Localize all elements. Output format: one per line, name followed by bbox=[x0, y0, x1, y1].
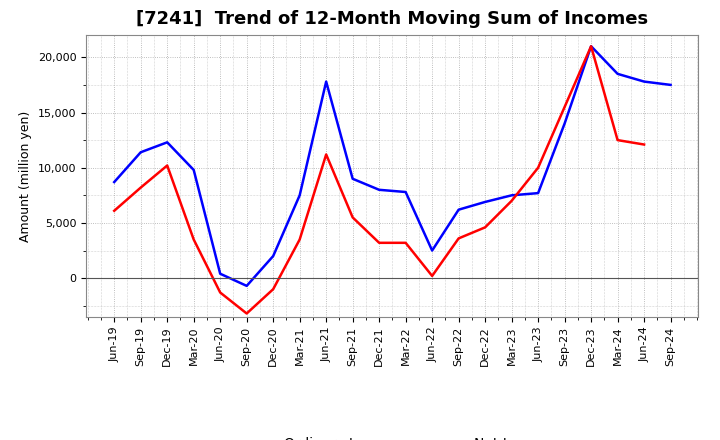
Ordinary Income bbox=[348, 176, 357, 181]
Net Income bbox=[481, 225, 490, 230]
Net Income bbox=[243, 311, 251, 316]
Net Income bbox=[136, 185, 145, 190]
Net Income bbox=[454, 236, 463, 241]
Ordinary Income bbox=[587, 44, 595, 49]
Net Income bbox=[295, 237, 304, 242]
Net Income bbox=[560, 104, 569, 110]
Net Income bbox=[269, 286, 277, 292]
Ordinary Income bbox=[136, 150, 145, 155]
Ordinary Income bbox=[560, 121, 569, 126]
Net Income bbox=[375, 240, 384, 246]
Ordinary Income bbox=[508, 193, 516, 198]
Net Income bbox=[401, 240, 410, 246]
Line: Ordinary Income: Ordinary Income bbox=[114, 46, 670, 286]
Net Income bbox=[322, 152, 330, 157]
Ordinary Income bbox=[322, 79, 330, 84]
Ordinary Income bbox=[401, 189, 410, 194]
Title: [7241]  Trend of 12-Month Moving Sum of Incomes: [7241] Trend of 12-Month Moving Sum of I… bbox=[136, 10, 649, 28]
Ordinary Income bbox=[640, 79, 649, 84]
Ordinary Income bbox=[666, 82, 675, 88]
Net Income bbox=[587, 44, 595, 49]
Net Income bbox=[534, 165, 542, 170]
Ordinary Income bbox=[375, 187, 384, 192]
Ordinary Income bbox=[216, 271, 225, 276]
Ordinary Income bbox=[243, 283, 251, 289]
Ordinary Income bbox=[534, 191, 542, 196]
Ordinary Income bbox=[613, 71, 622, 77]
Net Income bbox=[640, 142, 649, 147]
Net Income bbox=[163, 163, 171, 168]
Net Income bbox=[189, 237, 198, 242]
Net Income bbox=[348, 215, 357, 220]
Ordinary Income bbox=[454, 207, 463, 213]
Y-axis label: Amount (million yen): Amount (million yen) bbox=[19, 110, 32, 242]
Ordinary Income bbox=[269, 253, 277, 259]
Ordinary Income bbox=[189, 167, 198, 172]
Line: Net Income: Net Income bbox=[114, 46, 644, 313]
Net Income bbox=[508, 198, 516, 203]
Legend: Ordinary Income, Net Income: Ordinary Income, Net Income bbox=[226, 431, 559, 440]
Ordinary Income bbox=[481, 199, 490, 205]
Net Income bbox=[428, 273, 436, 279]
Net Income bbox=[216, 290, 225, 295]
Ordinary Income bbox=[295, 193, 304, 198]
Ordinary Income bbox=[428, 248, 436, 253]
Net Income bbox=[110, 208, 119, 213]
Ordinary Income bbox=[110, 180, 119, 185]
Net Income bbox=[613, 137, 622, 143]
Ordinary Income bbox=[163, 139, 171, 145]
